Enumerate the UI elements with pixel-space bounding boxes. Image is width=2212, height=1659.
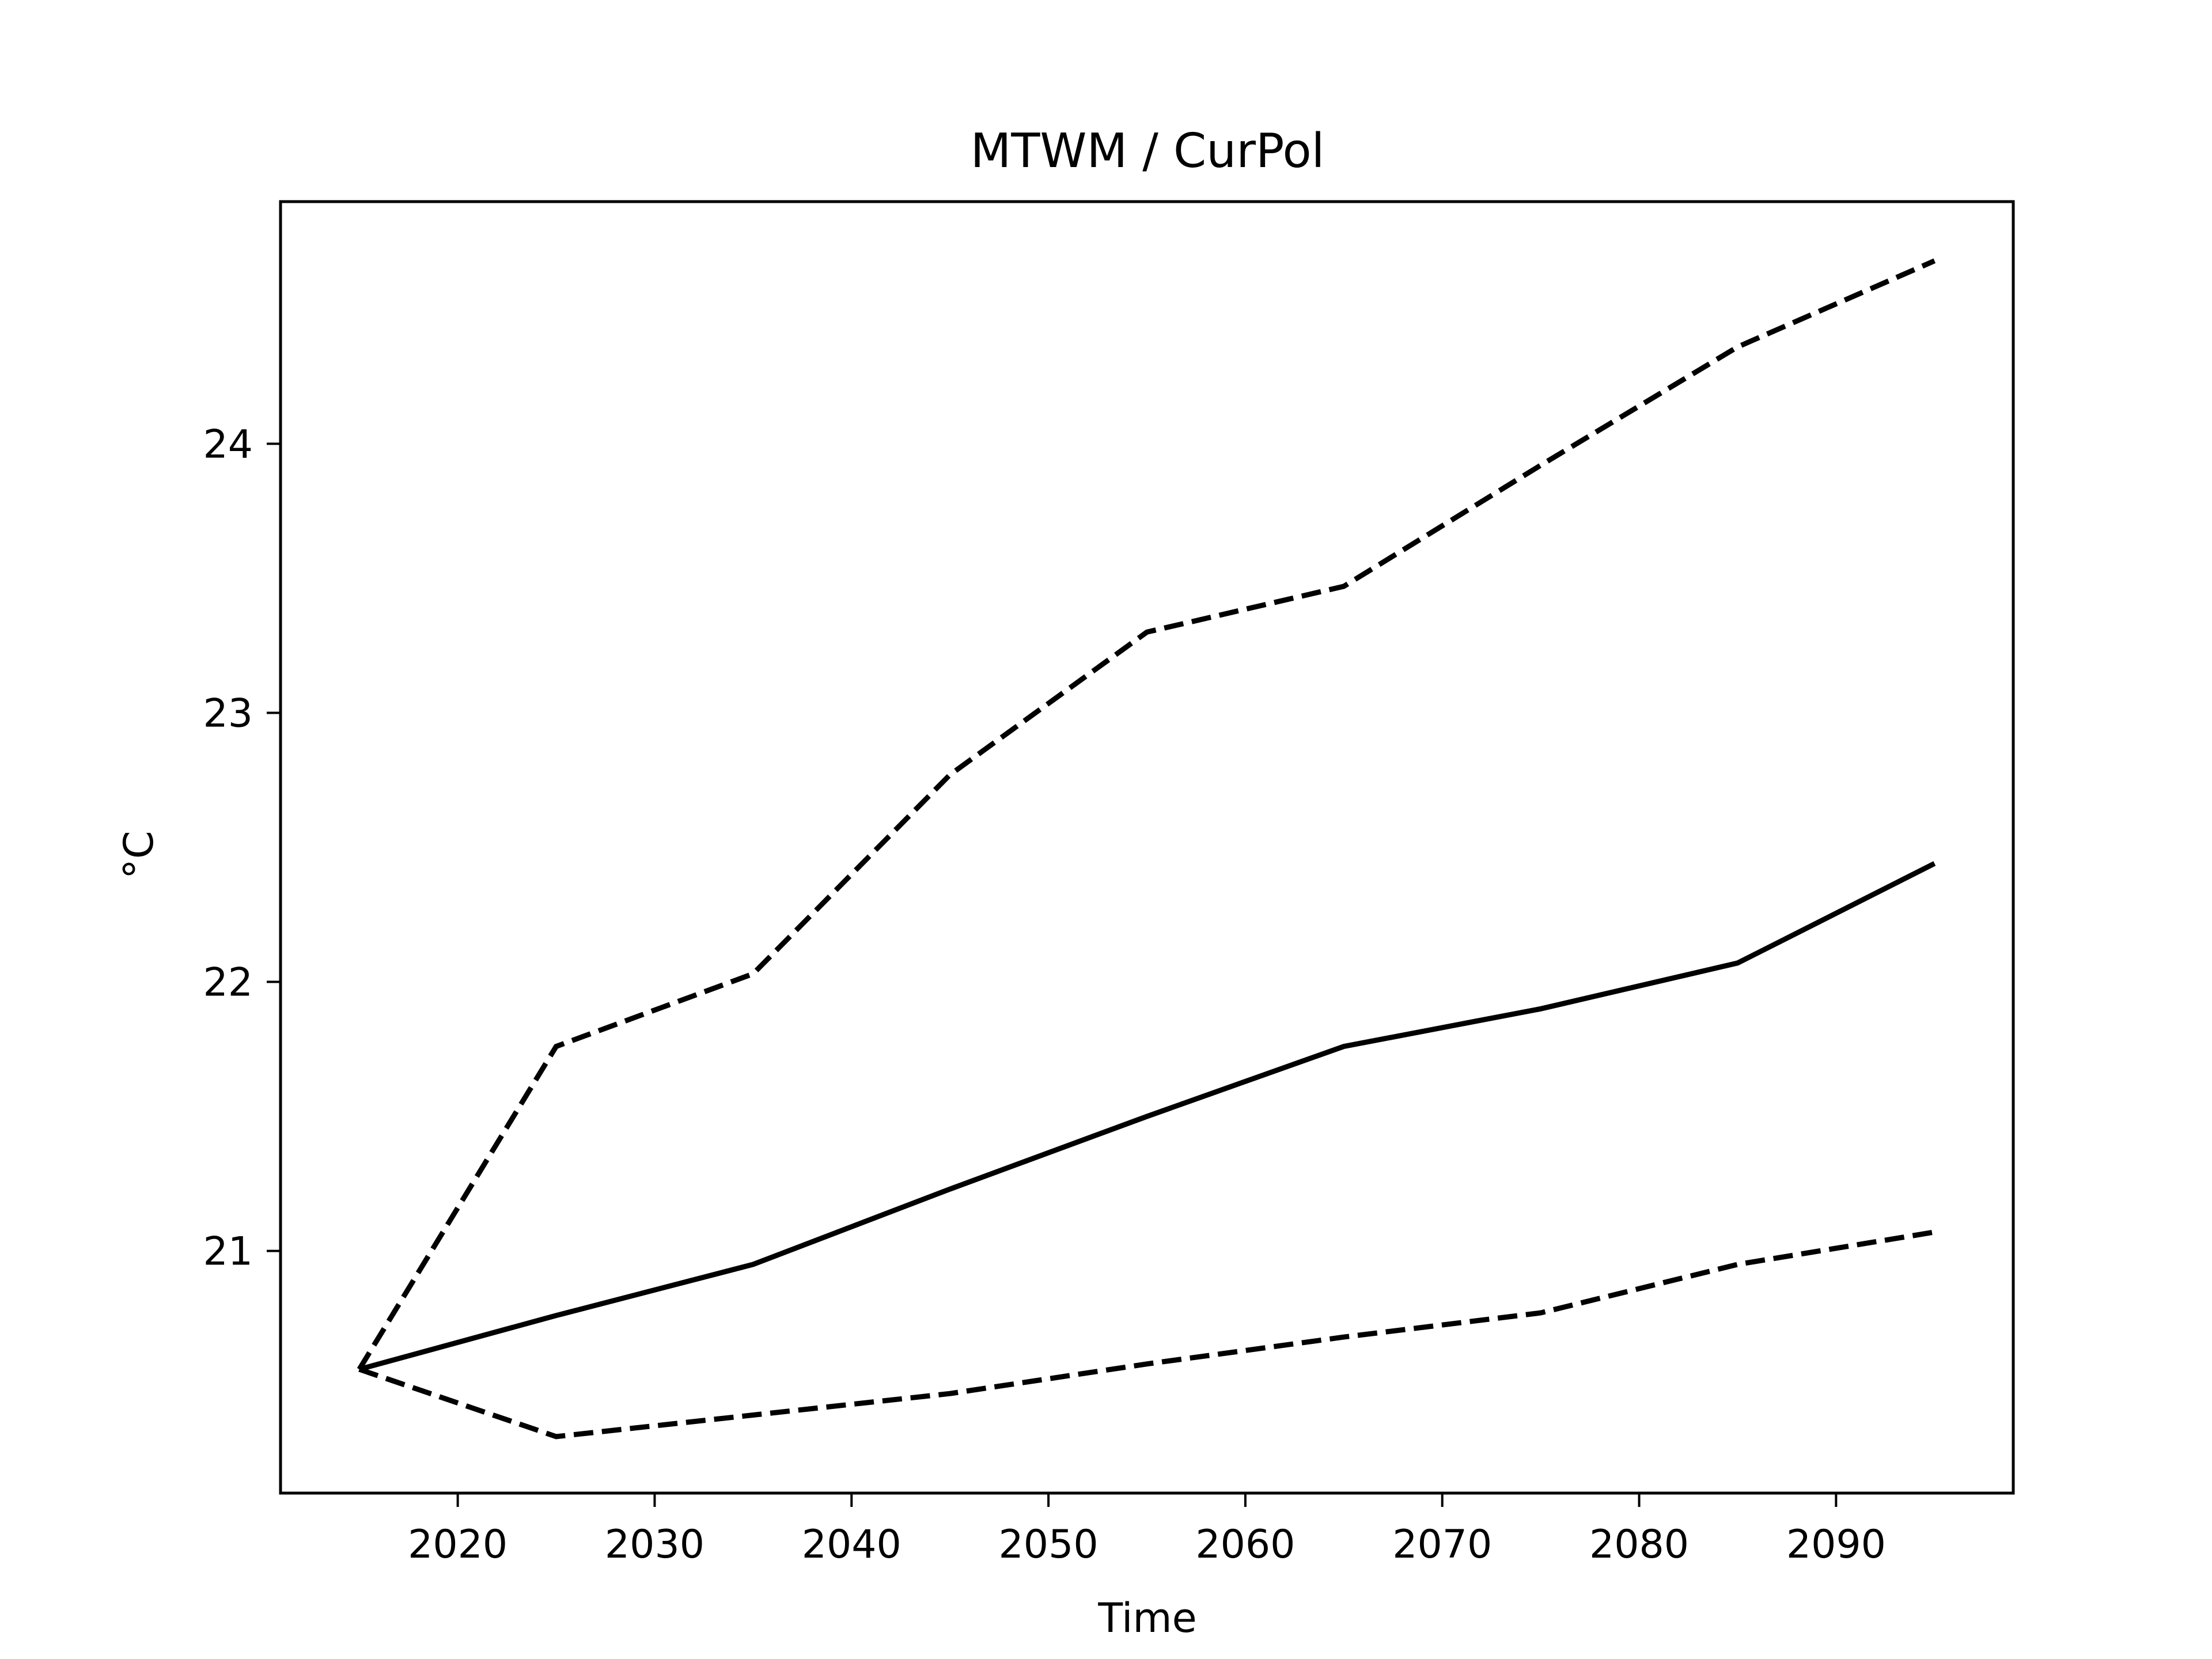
x-tick-label: 2030	[605, 1522, 704, 1567]
series-line-2	[357, 258, 1936, 1371]
series-line-1	[358, 861, 1936, 1372]
plot-frame	[279, 200, 2015, 1495]
series-line-3	[358, 1229, 1936, 1440]
y-axis-label: °C	[115, 831, 162, 879]
series-layer	[357, 258, 1936, 1440]
x-tick-label: 2070	[1392, 1522, 1492, 1567]
chart-title: MTWM / CurPol	[971, 124, 1325, 179]
x-tick-label: 2060	[1195, 1522, 1295, 1567]
y-tick-label: 24	[203, 422, 253, 467]
y-tick-label: 23	[203, 691, 253, 736]
y-tick-label: 22	[203, 960, 253, 1006]
x-axis-label: Time	[1097, 1594, 1196, 1642]
x-tick-label: 2050	[999, 1522, 1099, 1567]
x-tick-label: 2090	[1786, 1522, 1886, 1567]
x-tick-label: 2040	[802, 1522, 902, 1567]
y-axis: 21 22 23 24	[203, 422, 281, 1275]
x-tick-label: 2020	[408, 1522, 507, 1567]
y-tick-label: 21	[203, 1229, 253, 1275]
x-axis: 2020 2030 2040 2050 2060 2070 2080 2090	[408, 1493, 1886, 1567]
x-tick-label: 2080	[1589, 1522, 1689, 1567]
